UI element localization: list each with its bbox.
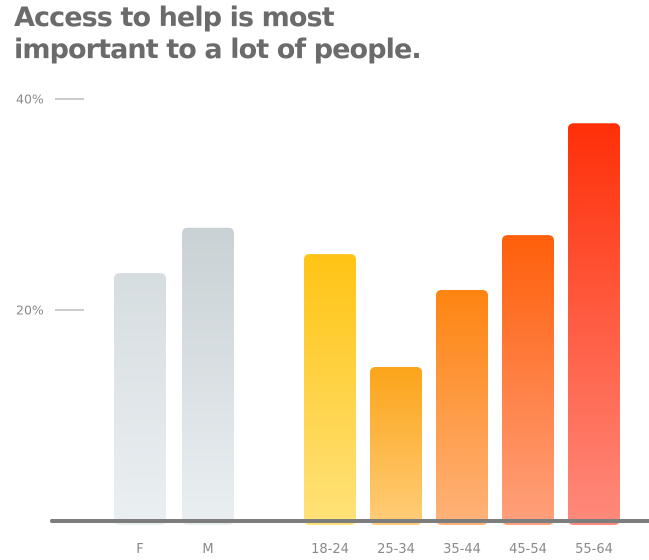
bar-18-24 (304, 254, 356, 525)
chart-title-line-1: Access to help is most (14, 2, 335, 33)
x-tick-label: 55-64 (575, 542, 613, 557)
bar-25-34 (370, 366, 422, 525)
chart-title-line-2: important to a lot of people. (14, 34, 422, 65)
y-tick-label: 20% (16, 303, 44, 318)
x-tick-label: 35-44 (443, 542, 481, 557)
bar-f (114, 273, 166, 525)
bar-45-54 (502, 235, 554, 525)
bar-35-44 (436, 289, 488, 525)
chart-title: Access to help is most important to a lo… (14, 2, 634, 66)
x-tick-label: 25-34 (377, 542, 415, 557)
x-tick-label: 18-24 (311, 542, 349, 557)
x-tick-label: F (136, 542, 143, 557)
x-tick-label: 45-54 (509, 542, 547, 557)
y-tick-label: 40% (16, 92, 44, 107)
bar-55-64 (568, 123, 620, 525)
x-tick-label: M (202, 542, 213, 557)
bar-m (182, 227, 234, 525)
